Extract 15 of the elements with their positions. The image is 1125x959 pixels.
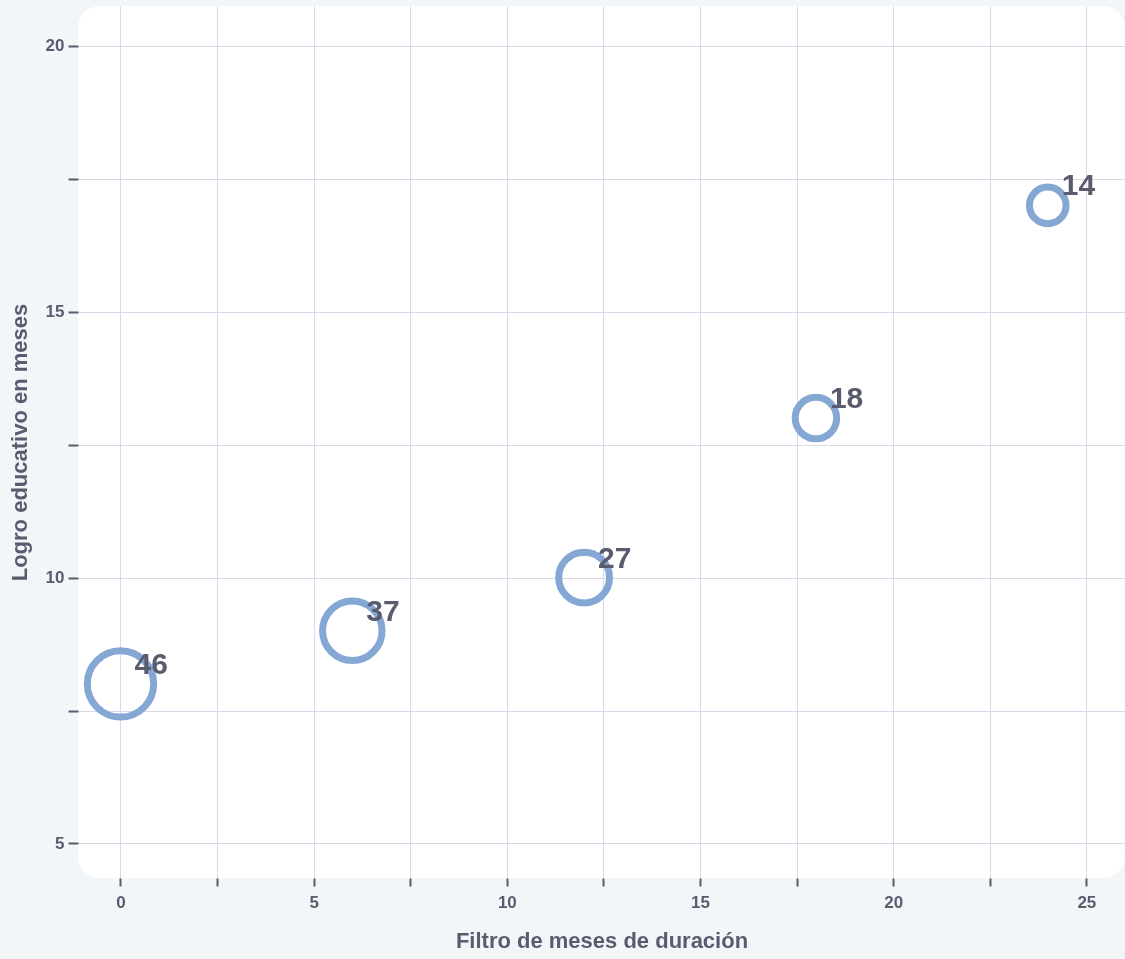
x-tick-label: 0 [116, 892, 126, 912]
y-tick-label: 5 [55, 833, 65, 853]
x-tick-label: 5 [309, 892, 319, 912]
x-tick-label: 15 [691, 892, 710, 912]
x-axis-title: Filtro de meses de duración [455, 927, 749, 953]
data-label: 18 [829, 381, 864, 415]
x-tick-label: 10 [497, 892, 517, 912]
y-tick-label: 20 [45, 36, 65, 56]
data-label: 27 [598, 540, 632, 574]
x-tick-label: 20 [884, 892, 904, 912]
y-tick-label: 15 [45, 302, 65, 322]
data-label: 14 [1061, 168, 1096, 202]
y-tick-label: 10 [45, 568, 65, 588]
y-axis-title: Logro educativo en meses [6, 303, 32, 582]
x-tick-label: 25 [1077, 892, 1097, 912]
